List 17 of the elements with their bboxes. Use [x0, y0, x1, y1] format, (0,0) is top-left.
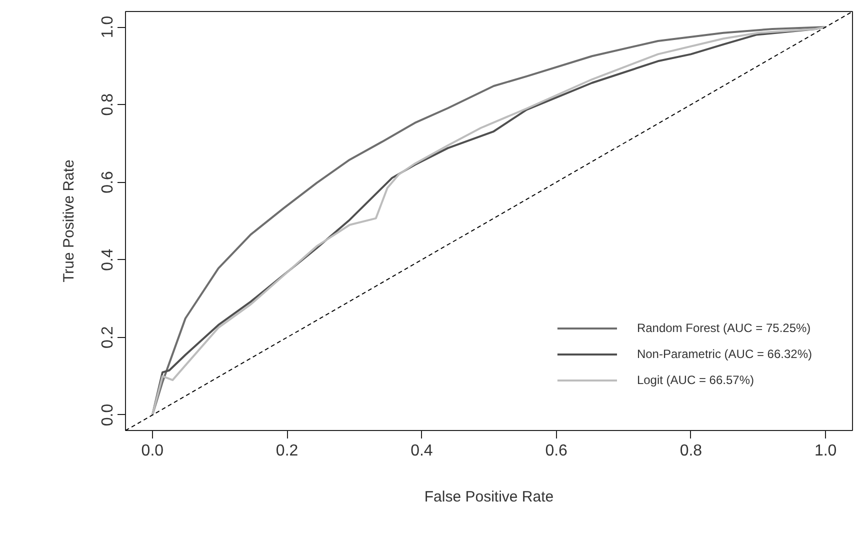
y-tick-label: 0.2: [100, 326, 116, 349]
x-tick-label: 0.0: [141, 442, 164, 460]
x-tick-label: 0.2: [276, 442, 298, 460]
legend-label: Logit (AUC = 66.57%): [636, 373, 754, 387]
x-tick-label: 0.8: [680, 442, 702, 460]
x-tick-label: 0.4: [410, 442, 433, 460]
y-tick-label: 0.4: [100, 248, 116, 271]
x-tick-label: 1.0: [814, 442, 837, 460]
x-axis-title: False Positive Rate: [424, 488, 554, 506]
y-tick-label: 0.8: [100, 93, 116, 116]
y-tick-label: 0.6: [100, 170, 116, 194]
x-tick-label: 0.6: [545, 442, 568, 460]
y-axis-title: True Positive Rate: [60, 160, 78, 282]
y-tick-label: 0.0: [100, 404, 116, 426]
legend-label: Random Forest (AUC = 75.25%): [636, 321, 811, 335]
legend-label: Non-Parametric (AUC = 66.32%): [636, 347, 812, 361]
y-tick-label: 1.0: [100, 16, 116, 38]
